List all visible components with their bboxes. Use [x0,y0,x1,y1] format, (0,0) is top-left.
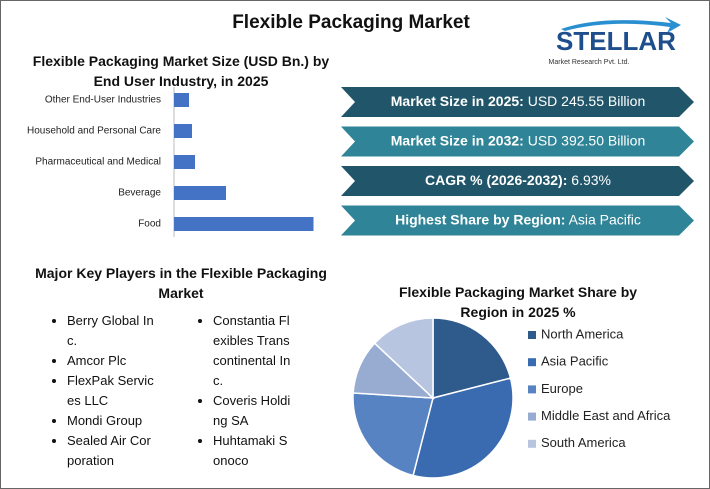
player-item: Coveris Holding SA [213,391,291,431]
info-value: Asia Pacific [569,211,641,227]
legend-label: Europe [541,381,583,396]
key-players-title: Major Key Players in the Flexible Packag… [35,265,327,301]
player-item: Sealed Air Corporation [67,431,155,471]
legend-swatch [528,358,536,367]
bar [174,217,314,231]
legend-swatch [528,331,536,339]
info-label: Highest Share by Region: [395,211,565,227]
info-box [341,126,694,157]
category-label: Beverage [118,188,161,199]
bar [174,93,189,107]
legend-swatch [528,412,536,421]
info-value: USD 245.55 Billion [528,93,646,109]
category-label: Food [138,219,161,230]
page-title: Flexible Packaging Market [232,12,470,33]
category-label: Pharmaceutical and Medical [35,157,161,168]
player-item: Constantia Flexibles Transcontinental In… [213,311,291,391]
logo-swoosh [561,17,681,33]
bar [174,124,192,138]
player-item: Mondi Group [67,411,155,431]
logo-tagline: Market Research Pvt. Ltd. [549,59,630,66]
info-text: Highest Share by Region: Asia Pacific [395,211,641,227]
legend-swatch [528,439,536,448]
info-box [341,205,694,236]
pie-slice [432,317,512,399]
player-item: Amcor Plc [67,351,155,371]
bar-title: Flexible Packaging Market Size (USD Bn.)… [32,53,330,89]
info-label: Market Size in 2025: [391,93,524,109]
legend-label: Middle East and Africa [541,408,671,423]
category-label: Household and Personal Care [27,126,161,137]
info-box [341,87,694,117]
player-item: Berry Global Inc. [67,311,155,351]
info-text: CAGR % (2026-2032): 6.93% [425,172,611,188]
legend-label: South America [541,435,626,450]
info-label: CAGR % (2026-2032): [425,172,567,188]
info-value: USD 392.50 Billion [528,132,646,148]
bar [174,155,195,169]
key-players-column: Berry Global Inc.Amcor PlcFlexPak Servic… [45,311,155,471]
info-text: Market Size in 2025: USD 245.55 Billion [391,93,645,109]
player-list: Berry Global Inc.Amcor PlcFlexPak Servic… [45,311,155,471]
info-text: Market Size in 2032: USD 392.50 Billion [391,132,645,148]
pie-slice [352,392,434,477]
legend-swatch [528,385,536,394]
player-list: Constantia Flexibles Transcontinental In… [191,311,291,471]
info-label: Market Size in 2032: [391,132,524,148]
category-label: Other End-User Industries [45,95,161,106]
key-players-column: Constantia Flexibles Transcontinental In… [191,311,291,471]
legend-label: Asia Pacific [541,354,609,369]
logo-name: STELLAR [556,26,676,56]
player-item: FlexPak Services LLC [67,371,155,411]
info-box [341,166,694,196]
pie-title: Flexible Packaging Market Share by Regio… [398,284,638,320]
pie-slice [373,317,434,400]
info-value: 6.93% [571,172,611,188]
player-item: Huhtamaki Sonoco [213,431,291,471]
pie-slice [412,377,514,479]
legend-label: North America [541,326,624,341]
bar [174,186,226,200]
